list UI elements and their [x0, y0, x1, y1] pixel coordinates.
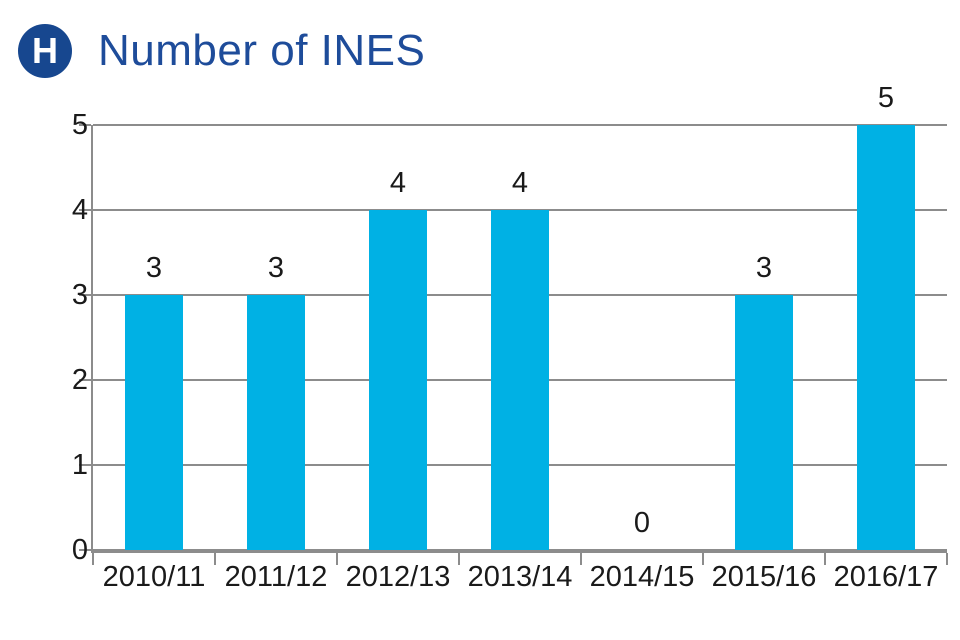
bar-2013/14: [491, 210, 549, 550]
x-category-label: 2011/12: [224, 561, 328, 593]
y-axis-tick-1: [79, 464, 91, 466]
y-tick-label-5: 5: [71, 109, 88, 141]
y-axis-tick-5: [79, 124, 91, 126]
x-axis-tick-6: [824, 553, 826, 565]
bar-value-label: 0: [633, 507, 651, 539]
x-axis-tick-7: [946, 553, 948, 565]
x-category-label: 2012/13: [345, 561, 451, 593]
h-badge-icon: H: [18, 24, 72, 78]
plot-area: 3 3 4 4 0 3 5: [79, 84, 948, 565]
bar-value-label: 4: [389, 167, 407, 199]
y-axis-tick-4: [79, 209, 91, 211]
y-axis-tick-3: [79, 294, 91, 296]
x-category-label: 2013/14: [467, 561, 573, 593]
x-axis-tick-1: [214, 553, 216, 565]
y-axis-tick-0: [79, 549, 91, 551]
bar-value-label: 3: [145, 252, 163, 284]
badge-letter: H: [32, 30, 58, 71]
y-tick-label-3: 3: [71, 279, 88, 311]
y-tick-label-0: 0: [71, 534, 88, 566]
chart-header: H Number of INES: [18, 22, 425, 80]
x-axis-tick-2: [336, 553, 338, 565]
x-axis-line: [91, 550, 947, 553]
x-category-label: 2010/11: [102, 561, 206, 593]
bar-value-label: 3: [267, 252, 285, 284]
bar-2016/17: [857, 125, 915, 550]
bar-2011/12: [247, 295, 305, 550]
gridline-y-5: [93, 124, 947, 126]
bar-value-label: 3: [755, 252, 773, 284]
chart-title: Number of INES: [98, 26, 426, 75]
y-axis-tick-2: [79, 379, 91, 381]
bar-2010/11: [125, 295, 183, 550]
y-tick-label-1: 1: [71, 449, 88, 481]
x-axis-tick-0: [92, 553, 94, 565]
y-tick-label-4: 4: [71, 194, 88, 226]
bar-value-label: 4: [511, 167, 529, 199]
bar-2012/13: [369, 210, 427, 550]
x-category-label: 2014/15: [589, 561, 695, 593]
y-tick-label-2: 2: [71, 364, 88, 396]
x-axis-tick-4: [580, 553, 582, 565]
bar-value-label: 5: [877, 82, 895, 114]
x-category-label: 2016/17: [833, 561, 939, 593]
y-axis-line: [91, 125, 93, 550]
x-axis-tick-3: [458, 553, 460, 565]
x-axis-tick-5: [702, 553, 704, 565]
bar-2015/16: [735, 295, 793, 550]
x-category-label: 2015/16: [711, 561, 817, 593]
